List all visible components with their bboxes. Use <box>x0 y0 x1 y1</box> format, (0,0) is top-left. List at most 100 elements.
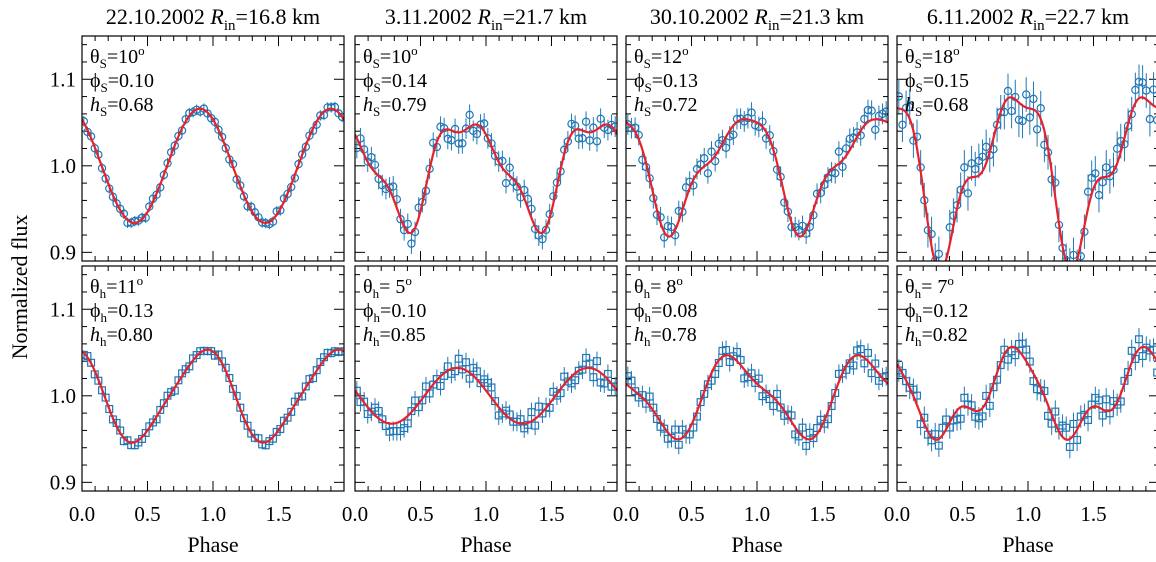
data-point <box>527 408 536 417</box>
model-curve <box>355 123 617 235</box>
column-title-radius: =22.7 km <box>1045 4 1130 29</box>
phi-annotation: ϕS=0.15 <box>905 70 969 95</box>
x-tick-label: 1.0 <box>1015 502 1041 526</box>
y-tick-label: 0.9 <box>50 240 76 264</box>
theta-annotation: θS=10o <box>90 43 145 71</box>
x-axis-label: Phase <box>731 532 782 557</box>
radius-subscript: in <box>1033 18 1045 34</box>
data-point <box>1022 345 1031 354</box>
radius-subscript: in <box>491 18 503 34</box>
model-curve <box>626 354 888 441</box>
data-point <box>660 424 669 433</box>
data-point <box>370 160 380 169</box>
data-point <box>985 401 994 410</box>
data-point <box>754 374 763 383</box>
x-tick-label: 0.5 <box>678 502 704 526</box>
panel-frame <box>896 35 1156 262</box>
column-title: 30.10.2002 Rin=21.3 km <box>650 4 864 34</box>
h-annotation: hh=0.80 <box>90 324 153 349</box>
data-series <box>355 104 617 255</box>
data-point <box>747 108 756 117</box>
x-tick-label: 1.5 <box>538 502 564 526</box>
data-point <box>1153 368 1156 377</box>
axis-ticks <box>354 36 618 261</box>
data-point <box>849 361 858 370</box>
x-tick-label: 0.0 <box>613 502 639 526</box>
model-curve <box>82 107 344 225</box>
theta-annotation: θh= 7o <box>905 273 954 301</box>
data-point <box>1074 263 1081 270</box>
data-point <box>458 139 467 148</box>
model-curve <box>626 118 888 238</box>
data-point <box>978 412 987 421</box>
data-series <box>897 327 1156 459</box>
column-title-radius: =21.3 km <box>780 4 865 29</box>
data-point <box>407 239 416 248</box>
data-point <box>721 143 731 153</box>
data-point <box>881 107 888 116</box>
h-annotation: hS=0.79 <box>363 94 427 119</box>
data-point <box>1109 165 1118 175</box>
data-point <box>592 357 601 366</box>
x-axis-label: Phase <box>460 532 511 557</box>
column-title-date: 22.10.2002 <box>106 4 211 29</box>
y-tick-label: 1.1 <box>50 297 76 321</box>
model-curve <box>897 345 1156 441</box>
h-annotation: hh=0.82 <box>905 324 968 349</box>
x-tick-label: 0.0 <box>884 502 910 526</box>
data-point <box>439 123 449 133</box>
x-tick-label: 0.5 <box>134 502 160 526</box>
data-point <box>239 414 248 423</box>
model-curve <box>82 348 344 444</box>
data-point <box>214 125 223 134</box>
x-axis-label: Phase <box>1002 532 1053 557</box>
data-point <box>287 407 296 416</box>
data-point <box>831 169 840 178</box>
column-title-date: 30.10.2002 <box>650 4 755 29</box>
panel-frame <box>625 265 889 492</box>
data-point <box>1032 125 1042 134</box>
data-point <box>1073 435 1082 444</box>
data-point <box>436 381 445 390</box>
data-point <box>472 367 481 376</box>
data-point <box>871 359 880 368</box>
phi-annotation: ϕS=0.13 <box>634 70 698 95</box>
data-series <box>626 339 888 456</box>
data-point <box>871 125 880 134</box>
x-tick-label: 0.5 <box>949 502 975 526</box>
panel-frame <box>354 35 618 262</box>
data-point <box>1069 419 1078 428</box>
data-point <box>627 376 636 385</box>
column-titles: 22.10.2002 Rin=16.8 km 3.11.2002 Rin=21.7… <box>106 4 1129 34</box>
data-point <box>337 112 344 122</box>
column-title-radius: =16.8 km <box>236 4 321 29</box>
x-tick-label: 1.0 <box>744 502 770 526</box>
data-point <box>592 137 602 146</box>
data-point <box>722 346 731 355</box>
data-point <box>956 414 965 423</box>
panel-frame <box>625 35 889 262</box>
data-point <box>1091 169 1100 178</box>
y-axis-label-layer: Normalized flux <box>7 215 32 360</box>
data-point <box>674 440 683 449</box>
phi-annotation: ϕh=0.12 <box>905 300 968 325</box>
column-title-radius: =21.7 km <box>503 4 588 29</box>
y-tick-label: 1.1 <box>50 67 76 91</box>
data-point <box>1025 113 1035 122</box>
data-point <box>863 348 872 357</box>
x-tick-label: 1.0 <box>200 502 226 526</box>
panel-frame <box>896 265 1156 492</box>
model-curve <box>897 96 1156 261</box>
data-series <box>355 348 617 442</box>
data-point <box>1018 116 1027 126</box>
data-point <box>589 373 598 382</box>
x-axis-label: Phase <box>187 532 238 557</box>
panel-frame <box>81 265 345 492</box>
data-point <box>461 124 471 133</box>
phi-annotation: ϕh=0.13 <box>90 300 153 325</box>
data-point <box>338 347 344 356</box>
